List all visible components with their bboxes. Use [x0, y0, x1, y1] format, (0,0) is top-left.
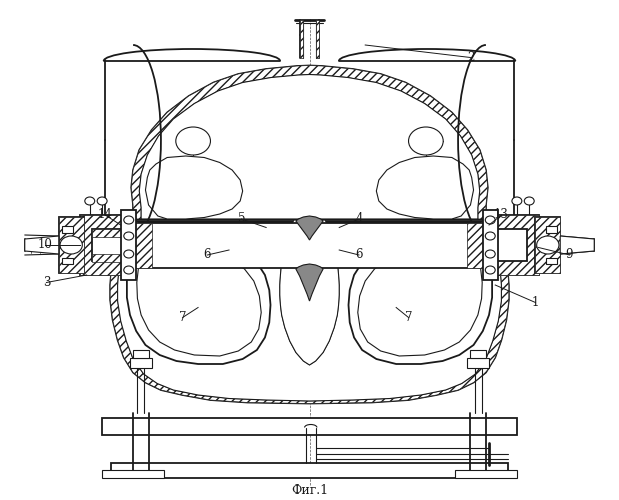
Bar: [546, 258, 557, 264]
Text: 6: 6: [204, 248, 211, 262]
Polygon shape: [59, 218, 84, 272]
Polygon shape: [455, 470, 517, 478]
Polygon shape: [102, 418, 517, 435]
Polygon shape: [535, 218, 560, 272]
Polygon shape: [496, 215, 539, 275]
Text: 10: 10: [37, 238, 52, 252]
Circle shape: [524, 197, 534, 205]
Text: 13: 13: [494, 208, 509, 222]
Circle shape: [124, 232, 134, 240]
Polygon shape: [121, 210, 136, 280]
Polygon shape: [130, 358, 152, 368]
Circle shape: [485, 232, 495, 240]
Polygon shape: [59, 218, 84, 272]
Polygon shape: [92, 229, 123, 261]
Text: 5: 5: [238, 212, 245, 226]
Circle shape: [485, 266, 495, 274]
Polygon shape: [139, 74, 480, 219]
Polygon shape: [145, 156, 243, 219]
Circle shape: [176, 127, 210, 155]
Text: 1: 1: [532, 296, 539, 309]
Circle shape: [124, 216, 134, 224]
Polygon shape: [358, 231, 482, 356]
Polygon shape: [25, 236, 59, 254]
Polygon shape: [110, 220, 509, 404]
Polygon shape: [496, 229, 527, 261]
Polygon shape: [280, 220, 339, 365]
Text: 6: 6: [355, 248, 363, 262]
Circle shape: [485, 250, 495, 258]
Polygon shape: [92, 228, 121, 236]
Polygon shape: [280, 220, 339, 365]
Circle shape: [537, 236, 559, 254]
Polygon shape: [131, 66, 488, 219]
Polygon shape: [467, 222, 498, 268]
Circle shape: [512, 197, 522, 205]
Circle shape: [485, 216, 495, 224]
Circle shape: [97, 197, 107, 205]
Polygon shape: [121, 222, 152, 268]
Polygon shape: [121, 222, 498, 268]
Polygon shape: [110, 220, 509, 404]
Polygon shape: [111, 462, 508, 477]
Text: 3: 3: [43, 276, 50, 289]
Polygon shape: [470, 350, 486, 358]
Circle shape: [124, 250, 134, 258]
Polygon shape: [127, 226, 271, 364]
Polygon shape: [131, 66, 488, 219]
Polygon shape: [467, 358, 489, 368]
Polygon shape: [296, 216, 323, 240]
Text: 9: 9: [566, 248, 573, 262]
Circle shape: [124, 266, 134, 274]
Polygon shape: [102, 470, 164, 478]
Text: 7: 7: [405, 311, 412, 324]
Text: 2: 2: [467, 51, 474, 64]
Polygon shape: [80, 215, 123, 275]
Polygon shape: [316, 20, 319, 58]
Polygon shape: [560, 236, 594, 254]
Bar: [62, 226, 73, 232]
Circle shape: [409, 127, 443, 155]
Text: Фиг.1: Фиг.1: [291, 484, 328, 498]
Polygon shape: [92, 254, 121, 262]
Polygon shape: [483, 210, 498, 280]
Polygon shape: [80, 215, 123, 275]
Circle shape: [60, 236, 82, 254]
Polygon shape: [133, 350, 149, 358]
Polygon shape: [296, 264, 323, 301]
Polygon shape: [376, 156, 474, 219]
Polygon shape: [300, 20, 303, 58]
Polygon shape: [348, 226, 492, 364]
Polygon shape: [118, 222, 501, 401]
Polygon shape: [535, 218, 560, 272]
Circle shape: [85, 197, 95, 205]
Polygon shape: [137, 231, 261, 356]
Polygon shape: [496, 215, 539, 275]
Text: 14: 14: [98, 208, 113, 222]
Bar: [62, 258, 73, 264]
Text: 7: 7: [179, 311, 186, 324]
Text: 4: 4: [355, 212, 363, 226]
Bar: [546, 226, 557, 232]
